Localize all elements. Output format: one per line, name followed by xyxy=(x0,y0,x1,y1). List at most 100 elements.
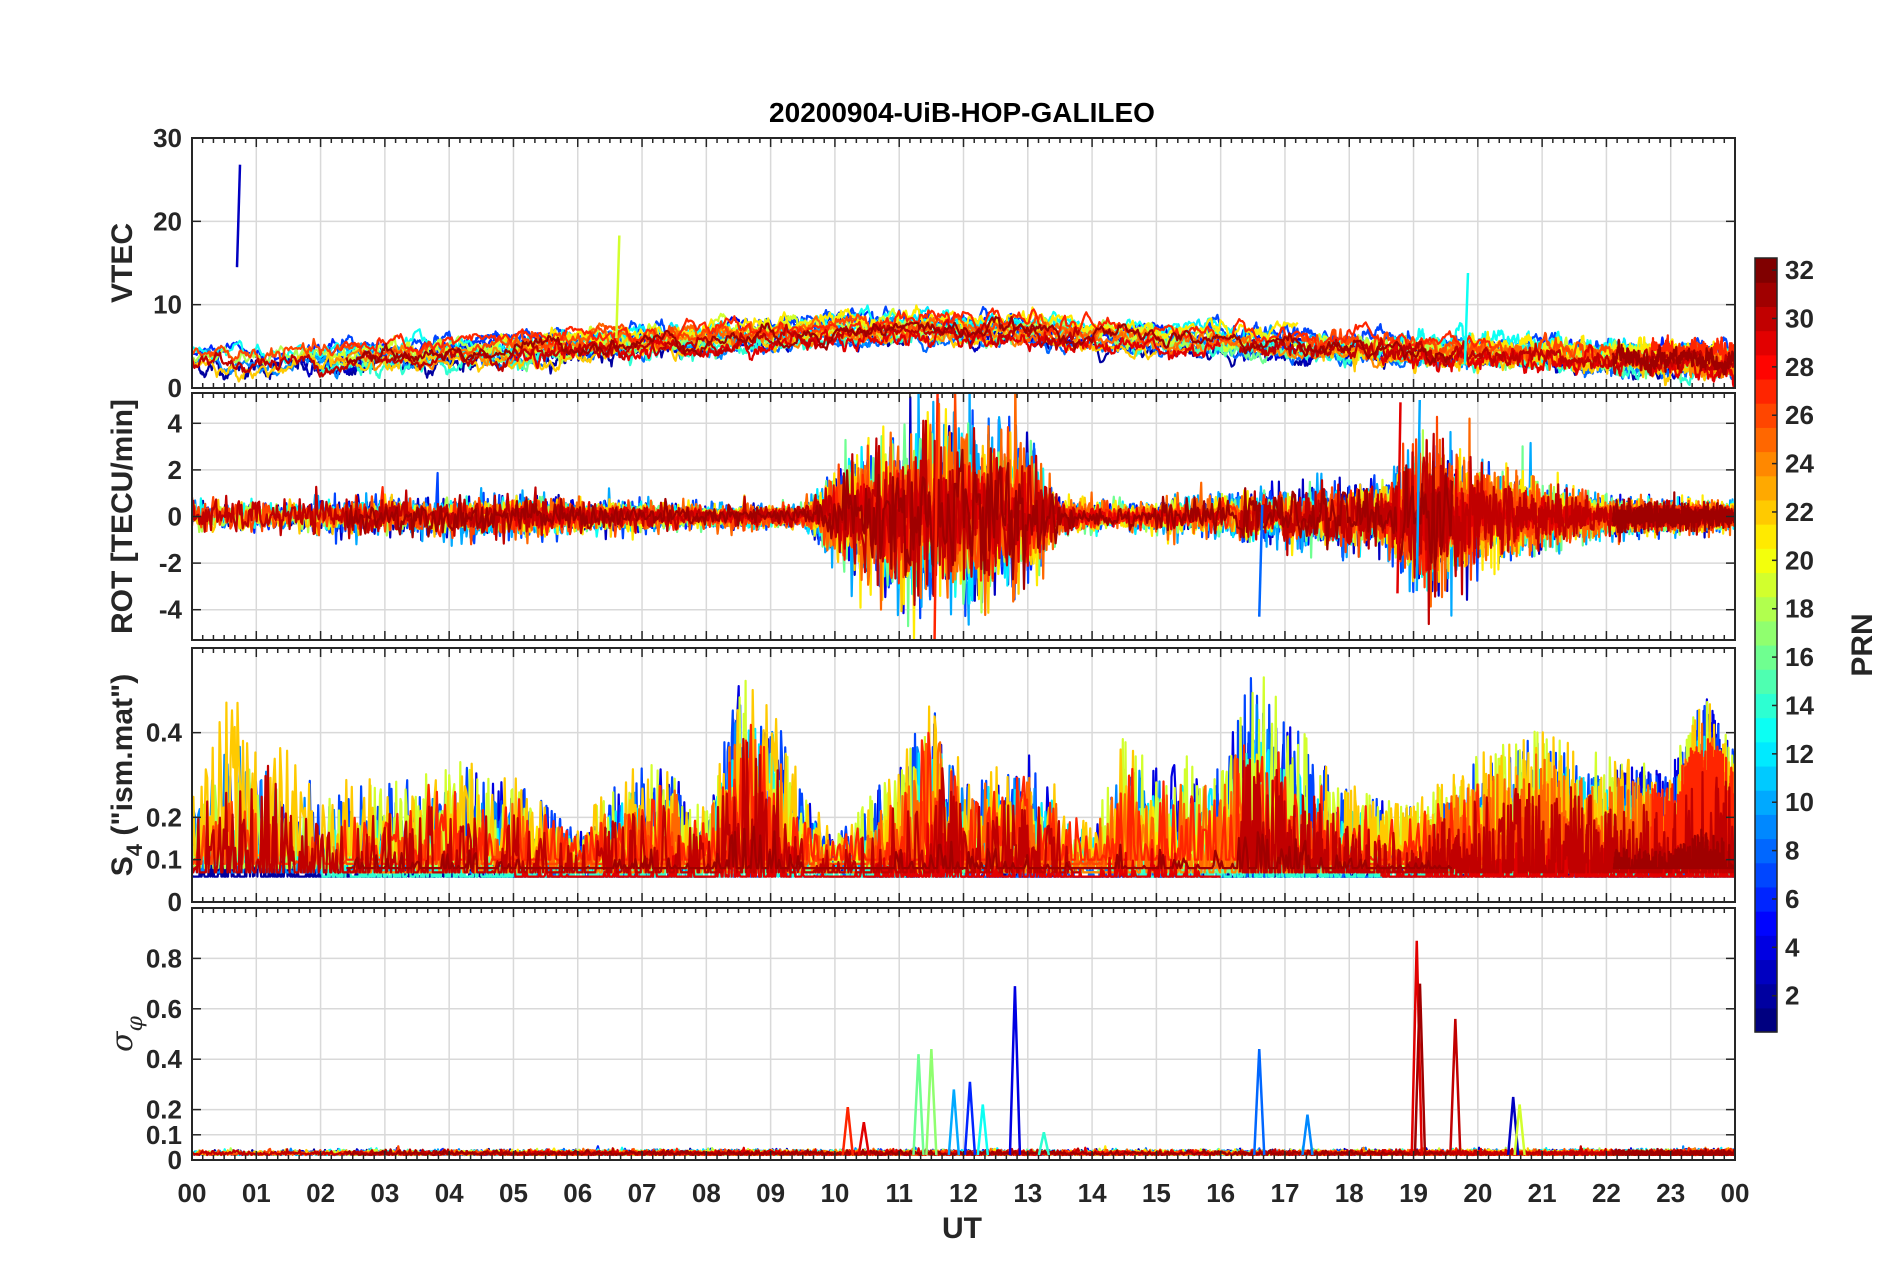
x-tick-label: 16 xyxy=(1206,1178,1235,1208)
y-tick-label: 0.8 xyxy=(146,943,182,973)
x-tick-label: 06 xyxy=(563,1178,592,1208)
y-tick-label: 30 xyxy=(153,123,182,153)
series-prn-30 xyxy=(192,1147,1081,1157)
x-tick-label: 02 xyxy=(306,1178,335,1208)
colorbar-tick-label: 28 xyxy=(1785,352,1814,382)
series-prn-31 xyxy=(1611,338,1735,377)
y-tick-label: 0 xyxy=(168,887,182,917)
y-tick-label: 2 xyxy=(168,455,182,485)
x-tick-label: 08 xyxy=(692,1178,721,1208)
colorbar-band xyxy=(1755,403,1777,428)
y-axis-label: S4 ("ism.mat") xyxy=(106,674,147,876)
y-tick-label: 20 xyxy=(153,206,182,236)
traces xyxy=(192,164,1735,388)
colorbar-band xyxy=(1755,572,1777,598)
colorbar-band xyxy=(1755,282,1777,307)
series-prn-29 xyxy=(512,817,1221,878)
series-prn-29 xyxy=(1380,340,1735,388)
colorbar-band xyxy=(1755,524,1777,549)
x-tick-label: 10 xyxy=(820,1178,849,1208)
event-spike xyxy=(925,1049,938,1156)
colorbar-band xyxy=(1755,645,1777,670)
tick-marks xyxy=(191,137,1736,389)
y-axis-label: VTEC xyxy=(106,223,139,303)
colorbar-band xyxy=(1755,306,1777,332)
traces xyxy=(192,393,1735,640)
gridlines xyxy=(191,908,1736,1161)
colorbar-band xyxy=(1755,548,1777,574)
colorbar-band xyxy=(1755,959,1777,985)
event-spike xyxy=(963,1081,977,1156)
panel-2: -4 -2 0 2 4 ROT [TECU/min] xyxy=(106,392,1736,641)
y-tick-label: 0.1 xyxy=(146,1120,182,1150)
x-tick-label: 01 xyxy=(242,1178,271,1208)
event-spike xyxy=(1415,399,1422,592)
colorbar-tick-label: 12 xyxy=(1785,739,1814,769)
colorbar-band xyxy=(1755,499,1777,525)
event-spike xyxy=(1410,940,1424,1155)
colorbar-band xyxy=(1755,717,1777,743)
colorbar-tick-label: 20 xyxy=(1785,545,1814,575)
colorbar-band xyxy=(1755,427,1777,453)
y-axis-label: ROT [TECU/min] xyxy=(106,399,139,634)
colorbar-band xyxy=(1755,790,1777,815)
series-prn-31 xyxy=(1611,828,1735,870)
event-spike xyxy=(947,1089,961,1156)
y-tick-label: 0.2 xyxy=(146,802,182,832)
colorbar-band xyxy=(1755,258,1777,283)
y-tick-label: 0.2 xyxy=(146,1095,182,1125)
colorbar-tick-label: 26 xyxy=(1785,400,1814,430)
x-axis-label: UT xyxy=(942,1212,982,1245)
event-spike xyxy=(841,1106,855,1156)
y-tick-label: -2 xyxy=(159,548,182,578)
colorbar-tick-label: 16 xyxy=(1785,642,1814,672)
series-prn-30 xyxy=(1238,337,1735,379)
y-tick-label: 0 xyxy=(168,373,182,403)
series-prn-31 xyxy=(1611,1147,1735,1157)
series-prn-31 xyxy=(346,825,1453,870)
panel-3: 0 0.1 0.2 0.4S4 ("ism.mat") xyxy=(106,647,1736,917)
y-tick-labels: -4 -2 0 2 4 xyxy=(159,408,183,624)
colorbar-band xyxy=(1755,814,1777,840)
x-tick-label: 03 xyxy=(370,1178,399,1208)
colorbar-band xyxy=(1755,620,1777,646)
event-spike xyxy=(912,1054,925,1156)
colorbar-band xyxy=(1755,983,1777,1009)
colorbar-band xyxy=(1755,596,1777,622)
colorbar-band xyxy=(1755,838,1777,864)
colorbar-band xyxy=(1755,451,1777,477)
x-tick-label: 15 xyxy=(1142,1178,1171,1208)
colorbar-band xyxy=(1755,475,1777,501)
x-tick-label: 04 xyxy=(435,1178,464,1208)
traces xyxy=(192,676,1735,878)
y-tick-label: 0.4 xyxy=(146,718,183,748)
event-spike xyxy=(857,1122,871,1156)
x-tick-label: 12 xyxy=(949,1178,978,1208)
x-tick-label: 13 xyxy=(1013,1178,1042,1208)
y-tick-label: 0 xyxy=(168,1145,182,1175)
y-tick-label: -4 xyxy=(159,595,183,625)
x-tick-label: 20 xyxy=(1463,1178,1492,1208)
colorbar-tick-label: 18 xyxy=(1785,594,1814,624)
colorbar-tick-label: 30 xyxy=(1785,303,1814,333)
colorbar-tick-label: 4 xyxy=(1785,932,1800,962)
colorbar-band xyxy=(1755,669,1777,694)
y-tick-labels: 00.10.2 0.4 0.6 0.8 xyxy=(146,943,183,1175)
x-tick-labels: 00 01 02 03 04 05 06 07 08 09 10 11 12 13 14 15 16 17 18 19… xyxy=(178,1178,1750,1208)
event-spike xyxy=(1396,402,1402,594)
x-tick-label: 00 xyxy=(178,1178,207,1208)
event-spike xyxy=(1513,1104,1526,1156)
event-spike xyxy=(1037,1132,1051,1156)
colorbar-band xyxy=(1755,741,1777,767)
colorbar-frame xyxy=(1754,257,1778,1033)
colorbar-tick-label: 8 xyxy=(1785,836,1799,866)
colorbar-band xyxy=(1755,354,1777,380)
panel-1: 0 10 20 30 VTEC xyxy=(106,123,1736,403)
colorbar-band xyxy=(1755,330,1777,356)
colorbar-band xyxy=(1755,911,1777,936)
x-tick-label: 17 xyxy=(1270,1178,1299,1208)
event-spike xyxy=(615,235,621,339)
